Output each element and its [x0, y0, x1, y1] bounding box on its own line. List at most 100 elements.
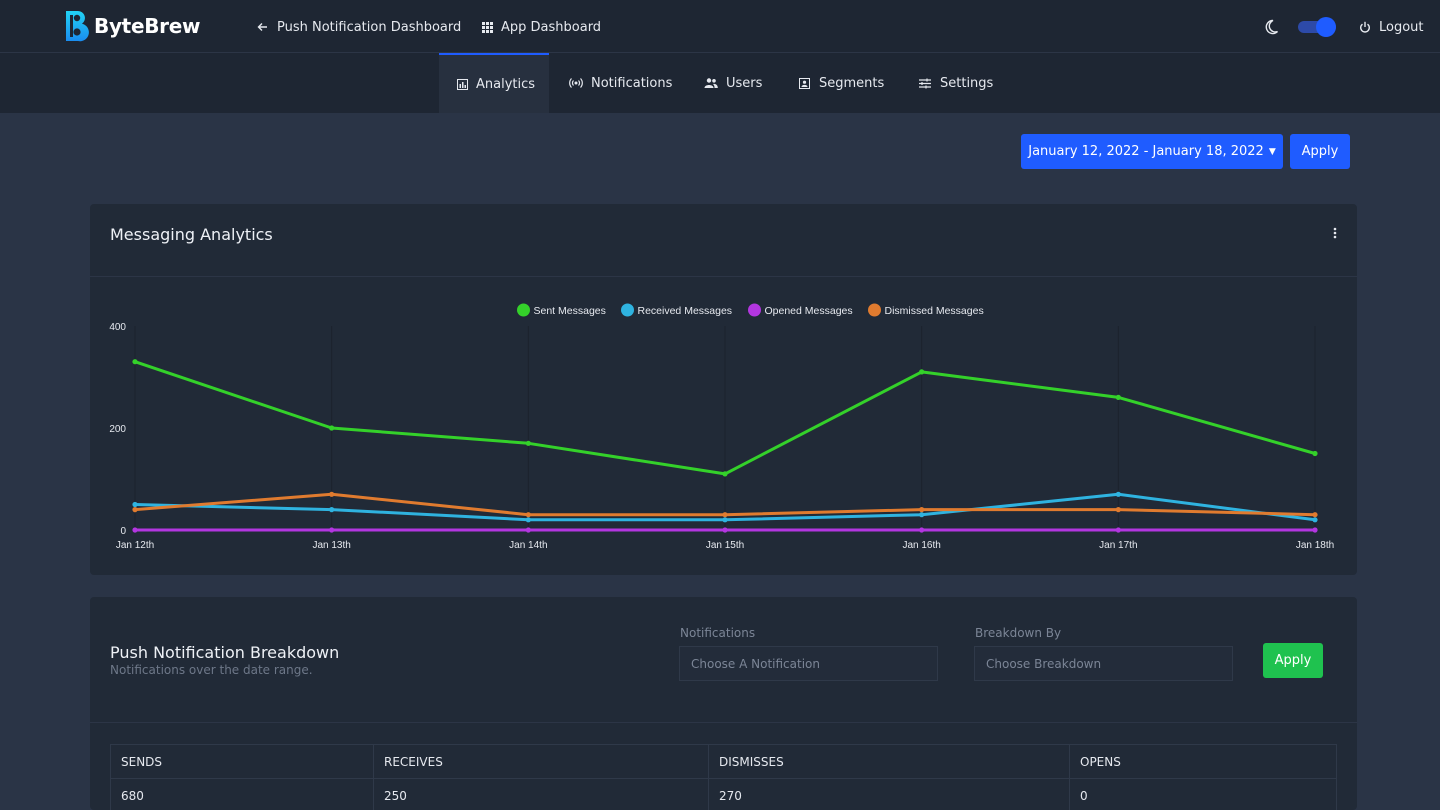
- y-tick-label: 200: [109, 424, 126, 435]
- data-point: [722, 512, 728, 518]
- legend-swatch: [748, 303, 761, 317]
- x-tick-label: Jan 15th: [706, 540, 744, 551]
- legend-label: Received Messages: [638, 305, 733, 317]
- logout-label: Logout: [1379, 19, 1424, 35]
- brand-logo[interactable]: ByteBrew: [64, 9, 200, 43]
- table-row: 680 250 270 0: [110, 778, 1337, 810]
- push-breakdown-card: Push Notification Breakdown Notification…: [90, 597, 1357, 810]
- y-tick-label: 0: [120, 526, 126, 537]
- data-point: [329, 491, 335, 497]
- tab-segments-label: Segments: [819, 75, 885, 91]
- date-range-value: January 12, 2022 - January 18, 2022: [1028, 144, 1264, 159]
- data-point: [1115, 527, 1121, 533]
- data-point: [329, 507, 335, 513]
- users-icon: [704, 76, 718, 90]
- data-point: [1312, 450, 1318, 457]
- x-tick-label: Jan 12th: [116, 540, 154, 551]
- tab-settings-label: Settings: [940, 75, 994, 91]
- table-header-row: SENDS RECEIVES DISMISSES OPENS: [110, 744, 1337, 779]
- data-point: [132, 359, 138, 365]
- power-icon: [1357, 19, 1373, 35]
- segment-icon: [797, 76, 811, 90]
- y-tick-label: 400: [109, 322, 126, 333]
- legend-swatch: [517, 303, 530, 317]
- breakdown-header: Push Notification Breakdown Notification…: [90, 597, 1357, 723]
- breakdown-by-label: Breakdown By: [975, 626, 1062, 640]
- logout-button[interactable]: Logout: [1357, 17, 1424, 37]
- x-tick-label: Jan 14th: [509, 540, 547, 551]
- tab-notifications-label: Notifications: [591, 75, 673, 91]
- data-point: [329, 527, 335, 533]
- breakdown-apply-button[interactable]: Apply: [1263, 643, 1323, 678]
- data-point: [722, 471, 728, 477]
- app-dashboard-link[interactable]: App Dashboard: [479, 17, 601, 37]
- tab-users-label: Users: [726, 75, 763, 91]
- x-tick-label: Jan 18th: [1296, 540, 1334, 551]
- date-range-picker[interactable]: January 12, 2022 - January 18, 2022 ▼: [1021, 134, 1283, 169]
- data-point: [525, 527, 531, 533]
- data-point: [329, 425, 335, 431]
- data-point: [132, 527, 138, 533]
- column-header: SENDS: [110, 744, 374, 779]
- breakdown-table: SENDS RECEIVES DISMISSES OPENS 680 250 2…: [110, 744, 1337, 810]
- tab-analytics-label: Analytics: [476, 76, 536, 92]
- data-point: [1312, 517, 1318, 523]
- notification-select-placeholder: Choose A Notification: [691, 656, 820, 671]
- legend-swatch: [621, 303, 634, 317]
- push-dashboard-label: Push Notification Dashboard: [277, 19, 462, 35]
- column-header: OPENS: [1069, 744, 1337, 779]
- table-cell: 0: [1069, 778, 1337, 810]
- data-point: [1115, 394, 1121, 400]
- x-tick-label: Jan 16th: [902, 540, 940, 551]
- data-point: [919, 527, 925, 533]
- bytebrew-logo-icon: [66, 11, 89, 42]
- breakdown-select[interactable]: Choose Breakdown: [974, 646, 1233, 681]
- tab-settings[interactable]: Settings: [900, 53, 1011, 113]
- data-point: [722, 527, 728, 533]
- breakdown-select-placeholder: Choose Breakdown: [986, 656, 1102, 671]
- data-point: [919, 369, 925, 375]
- table-cell: 680: [110, 778, 374, 810]
- more-options-icon[interactable]: [1331, 226, 1339, 242]
- data-point: [722, 517, 728, 523]
- broadcast-icon: [569, 76, 583, 90]
- card-title: Messaging Analytics: [110, 225, 273, 244]
- moon-icon[interactable]: [1265, 18, 1283, 36]
- notification-select[interactable]: Choose A Notification: [679, 646, 938, 681]
- breakdown-title: Push Notification Breakdown: [110, 643, 340, 662]
- notifications-label: Notifications: [680, 626, 756, 640]
- legend-swatch: [868, 303, 881, 317]
- toggle-knob: [1316, 17, 1336, 37]
- tab-analytics[interactable]: Analytics: [439, 53, 549, 113]
- date-apply-button[interactable]: Apply: [1290, 134, 1350, 169]
- grid-icon: [479, 19, 495, 35]
- data-point: [525, 512, 531, 518]
- brand-name: ByteBrew: [94, 14, 201, 38]
- data-point: [1312, 527, 1318, 533]
- card-header: Messaging Analytics: [90, 204, 1357, 277]
- legend-label: Sent Messages: [534, 305, 606, 317]
- data-point: [132, 501, 138, 508]
- legend-label: Dismissed Messages: [885, 305, 984, 317]
- tab-users[interactable]: Users: [686, 53, 780, 113]
- column-header: RECEIVES: [373, 744, 709, 779]
- messaging-analytics-card: Messaging Analytics 0 200 400 Jan 12th Jan 1…: [90, 204, 1357, 575]
- data-point: [1312, 512, 1318, 518]
- legend-label: Opened Messages: [765, 305, 853, 317]
- data-point: [132, 507, 138, 513]
- data-point: [525, 440, 531, 446]
- breakdown-subtitle: Notifications over the date range.: [110, 663, 313, 677]
- tab-notifications[interactable]: Notifications: [551, 53, 690, 113]
- data-point: [919, 512, 925, 518]
- arrow-left-icon: [255, 19, 271, 35]
- top-bar: ByteBrew Push Notification Dashboard App…: [0, 0, 1440, 53]
- column-header: DISMISSES: [708, 744, 1070, 779]
- tab-segments[interactable]: Segments: [779, 53, 902, 113]
- data-point: [525, 517, 531, 523]
- data-point: [1115, 507, 1121, 513]
- dark-mode-toggle[interactable]: [1298, 17, 1338, 37]
- bar-chart-icon: [457, 77, 468, 91]
- data-point: [919, 507, 925, 513]
- messaging-line-chart: 0 200 400 Jan 12th Jan 13th Jan 14th Jan 15th J…: [109, 303, 1334, 551]
- push-dashboard-link[interactable]: Push Notification Dashboard: [255, 17, 461, 37]
